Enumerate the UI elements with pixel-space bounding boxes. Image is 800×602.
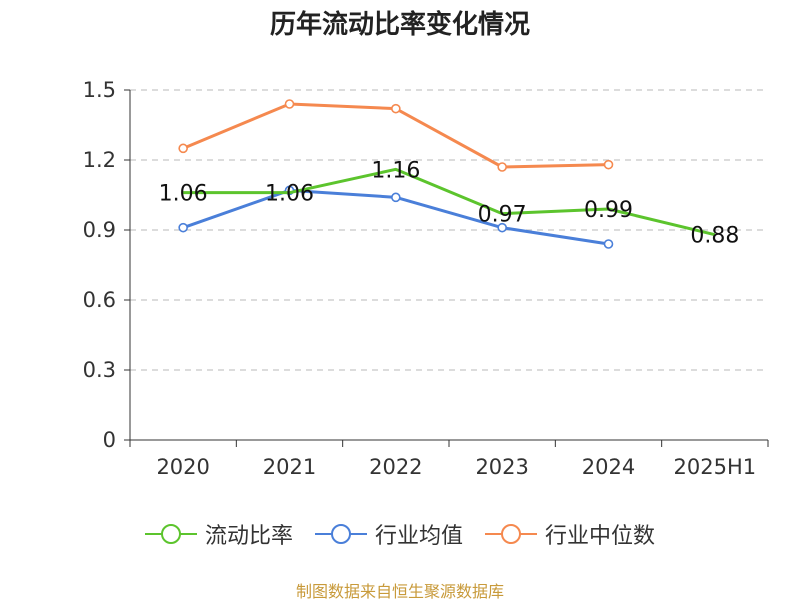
series-point [603, 239, 614, 249]
chart-title: 历年流动比率变化情况 [269, 10, 530, 40]
x-tick-label: 2024 [582, 455, 635, 479]
data-label-layer: 1.06 1.06 1.16 0.97 0.99 0.88 [159, 158, 740, 248]
x-tick-label: 2022 [369, 455, 422, 479]
legend-label: 流动比率 [204, 524, 293, 549]
data-label: 1.06 [159, 182, 208, 207]
grid-layer [130, 89, 768, 371]
y-tick-label: 1.5 [83, 78, 116, 102]
y-tick-label: 0.6 [83, 288, 116, 312]
series-point [391, 192, 401, 203]
data-label: 1.16 [371, 158, 420, 183]
legend-label: 行业均值 [374, 524, 463, 549]
data-label: 0.88 [690, 224, 739, 249]
legend-item-current-ratio[interactable]: 流动比率 [144, 518, 293, 550]
series-line [183, 167, 716, 237]
legend-label: 行业中位数 [545, 524, 656, 549]
data-label: 0.99 [584, 198, 633, 223]
axis-layer: 0 0.3 0.6 0.9 1.2 1.5 2020 2021 2022 2023 2024 2025… [83, 78, 769, 479]
data-label: 1.06 [265, 182, 314, 207]
data-label: 0.97 [478, 203, 527, 228]
legend-swatch-industry-mean [314, 524, 367, 544]
series-point [603, 159, 614, 170]
x-tick-label: 2023 [475, 455, 528, 479]
x-tick-label: 2021 [263, 455, 316, 479]
series-point [178, 222, 188, 233]
legend-item-industry-mean[interactable]: 行业均值 [314, 518, 463, 550]
legend-swatch-current-ratio [144, 524, 197, 544]
series-point [497, 162, 507, 172]
series-layer [178, 99, 716, 249]
y-tick-label: 1.2 [83, 148, 116, 172]
data-source-note: 制图数据来自恒生聚源数据库 [295, 582, 504, 601]
legend-swatch-industry-median [485, 524, 537, 544]
series-point [178, 143, 188, 154]
series-point [497, 222, 507, 233]
legend: 流动比率 行业均值 行业中位数 [0, 518, 800, 550]
y-tick-label: 0.9 [83, 218, 116, 242]
y-tick-label: 0.3 [83, 358, 116, 382]
series-point [284, 99, 295, 109]
y-tick-label: 0 [103, 428, 116, 452]
legend-item-industry-median[interactable]: 行业中位数 [485, 518, 655, 550]
series-point [391, 103, 401, 114]
x-tick-label: 2020 [156, 455, 209, 479]
x-tick-label: 2025H1 [674, 455, 757, 479]
